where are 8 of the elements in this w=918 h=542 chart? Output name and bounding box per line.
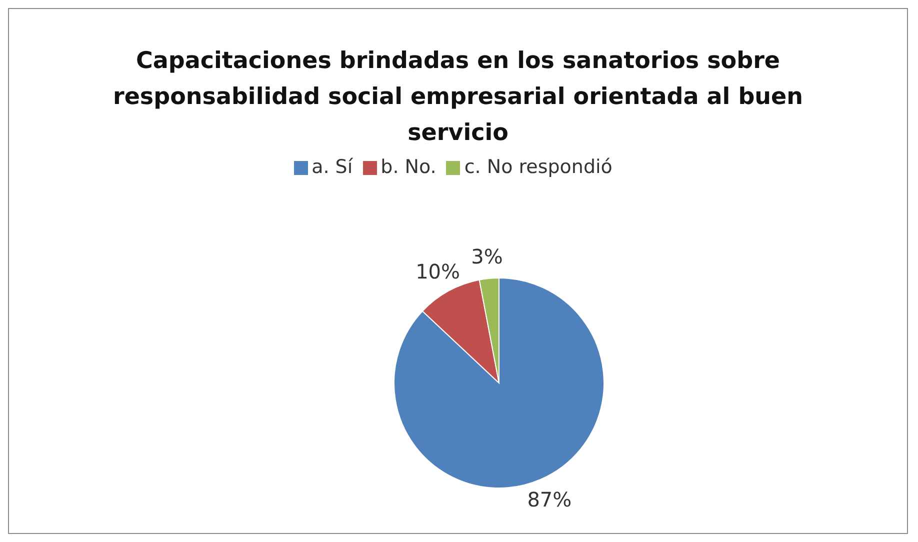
pie-slice (394, 278, 604, 488)
legend-label: c. No respondió (464, 156, 612, 178)
legend-label: b. No. (380, 156, 436, 178)
data-label: 10% (416, 260, 460, 284)
data-label: 3% (471, 244, 503, 269)
legend-label: a. Sí (312, 156, 353, 178)
data-label: 87% (527, 488, 572, 512)
chart-title: Capacitaciones brindadas en los sanatorios sobre responsabilidad social empresarial orientada al buen servicio (112, 47, 804, 148)
